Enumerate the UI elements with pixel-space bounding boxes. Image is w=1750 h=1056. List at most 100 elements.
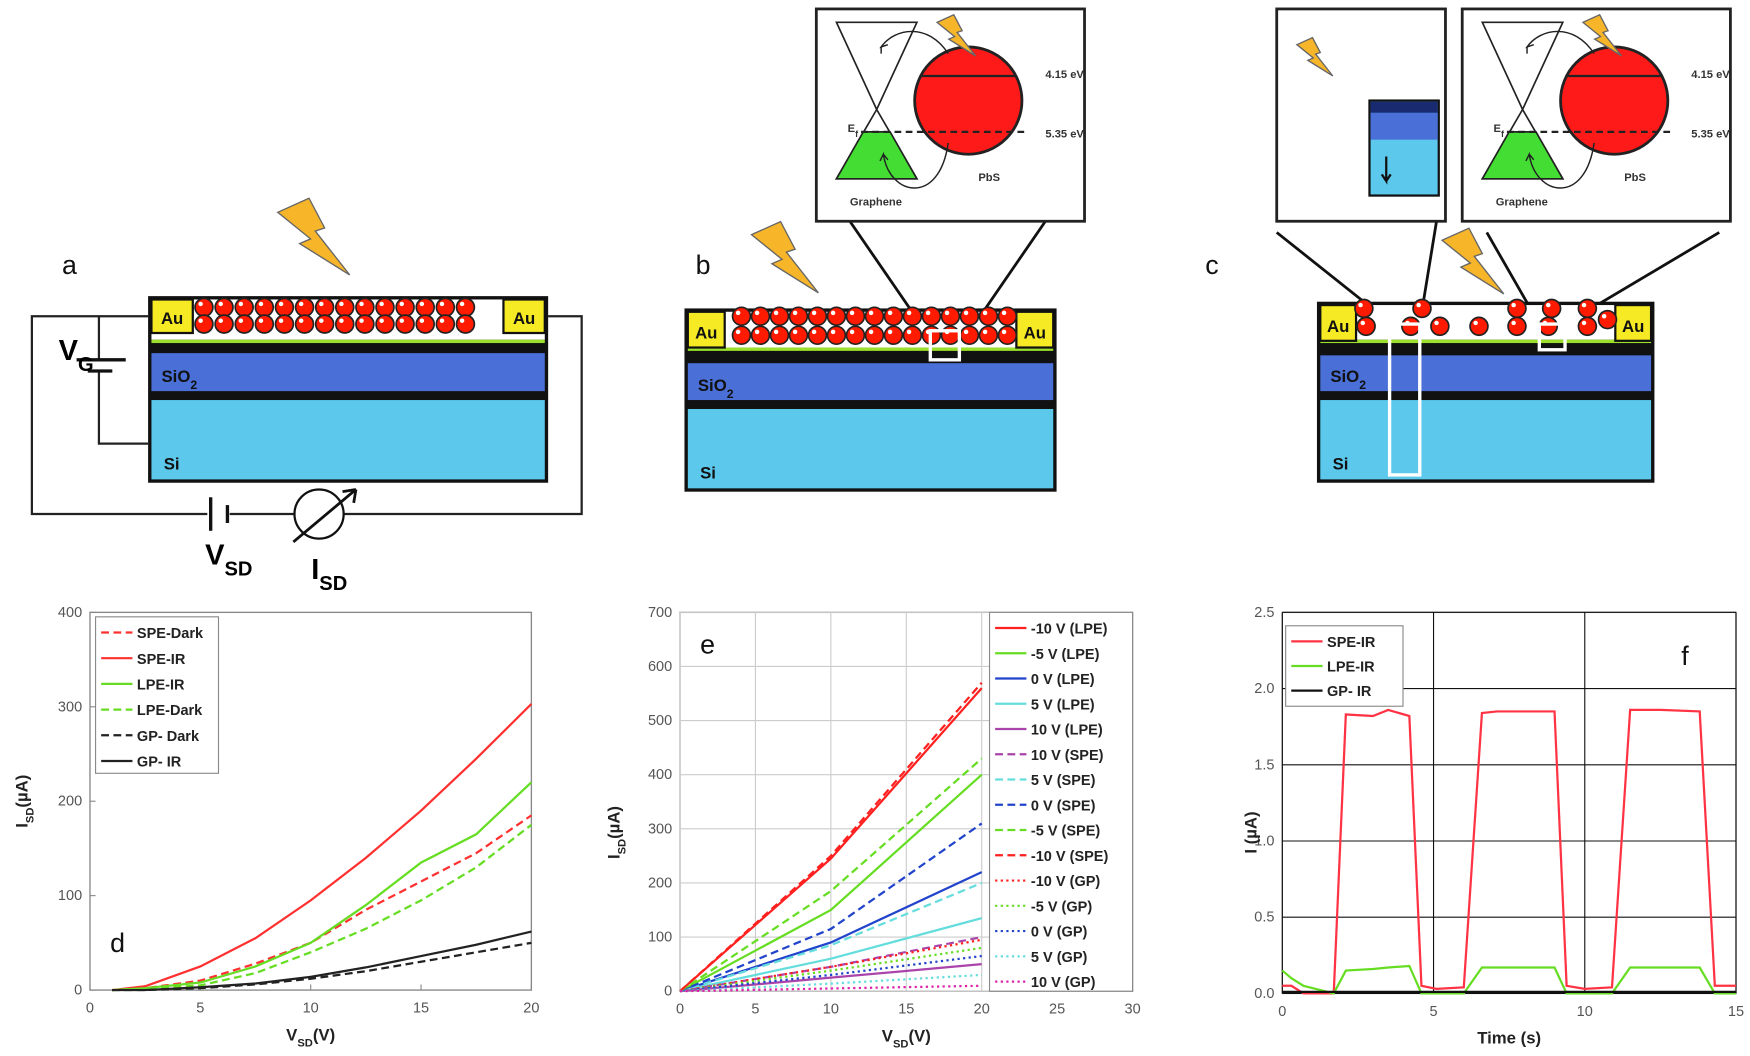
pbs-dot: [415, 314, 435, 334]
au-label: Au: [513, 309, 535, 328]
series-line: [679, 917, 983, 993]
dot-shine: [1581, 320, 1587, 326]
dot-shine: [868, 310, 874, 316]
au-contact: [1015, 310, 1055, 349]
legend-box: [1285, 625, 1404, 707]
series-line: [112, 823, 533, 992]
pbs-dot: [214, 297, 234, 318]
y-axis-label-part: (µA): [605, 806, 624, 839]
x-axis-label-part: (V): [908, 1026, 930, 1045]
dot-shine: [278, 318, 284, 323]
pbs-dot: [978, 325, 999, 346]
dot-shine: [849, 310, 855, 316]
pbs-dot: [1597, 309, 1618, 330]
vg-label-part: V: [59, 335, 79, 367]
pbs-dot: [1412, 298, 1432, 319]
series-line: [679, 946, 982, 993]
x-axis-label-part: V: [882, 1026, 894, 1045]
dot-shine: [906, 310, 912, 316]
ammeter: [293, 488, 345, 540]
legend-label: LPE-Dark: [137, 703, 203, 719]
x-axis-label-part: V: [286, 1025, 298, 1044]
legend-label: 5 V (LPE): [1031, 697, 1095, 713]
pbs-dot: [731, 325, 752, 346]
filled-states: [1480, 131, 1565, 180]
isd-label: ISD: [311, 554, 347, 595]
legend-label: 0 V (LPE): [1031, 672, 1095, 688]
dot-shine: [735, 310, 741, 316]
y-tick-label: 700: [648, 605, 672, 621]
light-bolt: [750, 220, 819, 294]
dot-shine: [963, 310, 969, 316]
pbs-dot: [294, 314, 315, 334]
pbs-dot: [864, 306, 885, 327]
x-tick-label: 0: [86, 1000, 94, 1016]
y-tick-label: 1.0: [1254, 833, 1274, 849]
pbs-dot: [234, 297, 254, 318]
pbs-dot: [845, 306, 866, 327]
y-axis-label-part: I: [605, 854, 624, 859]
dot-shine: [811, 329, 817, 335]
panel-letter: e: [700, 630, 715, 660]
sio2-layer: [151, 353, 545, 392]
sio2-label: SiO2: [162, 367, 198, 392]
pbs-dot: [1356, 316, 1376, 337]
y-tick-label: 100: [648, 930, 672, 946]
dot-shine: [419, 301, 425, 307]
series-line: [111, 703, 533, 992]
dot-shine: [754, 310, 760, 316]
zoom-line: [848, 220, 1047, 312]
legend-label: 5 V (GP): [1031, 950, 1088, 966]
legend-label: 0 V (SPE): [1031, 798, 1096, 814]
dot-shine: [1360, 320, 1366, 326]
dot-shine: [359, 318, 364, 323]
dot-shine: [868, 329, 874, 335]
dot-shine: [439, 318, 445, 323]
x-tick-label: 15: [898, 1002, 914, 1018]
panel-letter: b: [696, 250, 711, 280]
pbs-dot: [997, 325, 1018, 346]
legend-label: -10 V (SPE): [1031, 849, 1109, 865]
dot-shine: [925, 310, 931, 316]
pbs-dot: [1507, 298, 1527, 319]
graphene-layer: [151, 339, 545, 344]
legend-label: GP- IR: [1327, 684, 1372, 700]
series-line: [112, 930, 532, 992]
pbs-dot: [940, 325, 961, 346]
dot-shine: [906, 329, 912, 335]
transfer-arrow: [879, 142, 949, 189]
legend-label: LPE-IR: [137, 677, 185, 693]
dot-shine: [1473, 320, 1478, 326]
y-axis-label-part: (µA): [12, 775, 31, 808]
si-label: Si: [1333, 454, 1349, 473]
dot-shine: [319, 318, 324, 323]
y-tick-label: 0: [74, 983, 82, 999]
pbs-dot: [959, 306, 980, 327]
fermi-label-part: E: [848, 123, 855, 135]
x-tick-label: 5: [1430, 1004, 1438, 1020]
isd-label-part: I: [311, 554, 319, 586]
pbs-dot: [455, 314, 476, 334]
pbs-dot: [314, 297, 335, 318]
fermi-label-part: E: [1494, 123, 1501, 135]
fermi-label: Ef: [848, 123, 858, 139]
sio2-label-part: 2: [1359, 378, 1366, 392]
pbs-dot: [997, 306, 1018, 327]
dot-shine: [298, 318, 304, 323]
legend-label: 10 V (SPE): [1031, 748, 1104, 764]
light-bolt: [935, 13, 977, 57]
pbs-dot: [435, 297, 456, 318]
y-tick-label: 500: [648, 713, 672, 729]
series-line: [111, 781, 533, 992]
y-tick-label: 100: [58, 888, 82, 904]
x-tick-label: 10: [303, 1000, 319, 1016]
dot-shine: [399, 301, 404, 307]
legend-label: 0 V (GP): [1031, 925, 1088, 941]
legend-label: SPE-Dark: [137, 626, 204, 642]
dot-shine: [887, 310, 893, 316]
legend-label: -5 V (SPE): [1031, 824, 1101, 840]
y-tick-label: 600: [648, 659, 672, 675]
pbs-dot: [883, 325, 904, 346]
pbs-dot: [415, 297, 435, 318]
y-tick-label: 400: [648, 767, 672, 783]
